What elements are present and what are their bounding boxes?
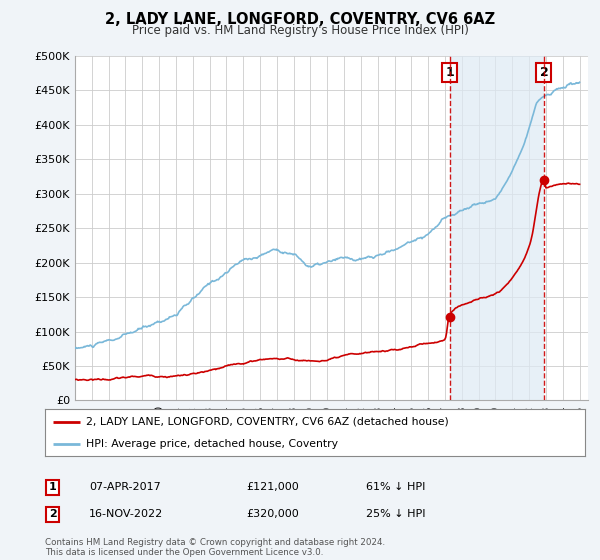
Text: HPI: Average price, detached house, Coventry: HPI: Average price, detached house, Cove… [86, 438, 337, 449]
Text: £121,000: £121,000 [246, 482, 299, 492]
Text: Contains HM Land Registry data © Crown copyright and database right 2024.
This d: Contains HM Land Registry data © Crown c… [45, 538, 385, 557]
Text: 25% ↓ HPI: 25% ↓ HPI [366, 509, 425, 519]
Bar [449, 56, 544, 400]
Text: 16-NOV-2022: 16-NOV-2022 [89, 509, 163, 519]
Text: Price paid vs. HM Land Registry's House Price Index (HPI): Price paid vs. HM Land Registry's House … [131, 24, 469, 36]
Text: 2, LADY LANE, LONGFORD, COVENTRY, CV6 6AZ (detached house): 2, LADY LANE, LONGFORD, COVENTRY, CV6 6A… [86, 417, 448, 427]
Text: 07-APR-2017: 07-APR-2017 [89, 482, 161, 492]
Text: 2, LADY LANE, LONGFORD, COVENTRY, CV6 6AZ: 2, LADY LANE, LONGFORD, COVENTRY, CV6 6A… [105, 12, 495, 27]
Text: 2: 2 [539, 66, 548, 80]
Text: 1: 1 [445, 66, 454, 80]
Text: 61% ↓ HPI: 61% ↓ HPI [366, 482, 425, 492]
Text: 1: 1 [49, 482, 56, 492]
Text: 2: 2 [49, 509, 56, 519]
Text: £320,000: £320,000 [246, 509, 299, 519]
